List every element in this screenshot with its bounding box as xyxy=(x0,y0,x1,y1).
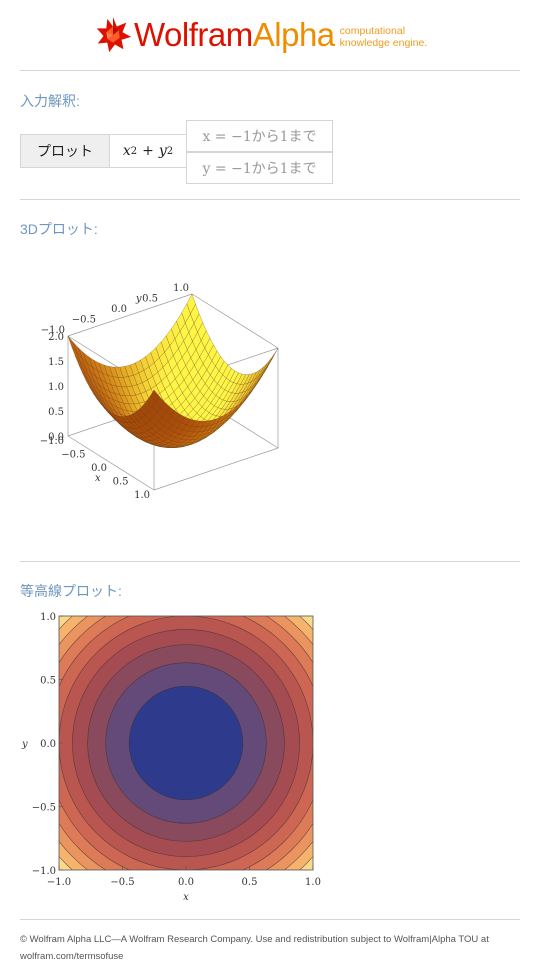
contour-ticks: −1.0 −0.5 0.0 0.5 1.0 1.0 0.5 0.0 −0.5 −1.0 x y xyxy=(21,612,321,903)
tagline-line-2: knowledge engine. xyxy=(339,37,428,49)
logo-tagline: computational knowledge engine. xyxy=(340,25,428,49)
divider xyxy=(20,70,520,71)
footer-terms-link[interactable]: wolfram.com/termsofuse xyxy=(20,951,124,962)
logo-wolfram-text: Wolfram xyxy=(134,16,253,53)
wolfram-alpha-logo[interactable]: WolframAlpha computational knowledge eng… xyxy=(94,14,427,56)
input-plot-label: プロット xyxy=(20,134,110,168)
plot3d-ticks: −1.0 −0.5 0.0 0.5 1.0 x −1.0 −0.5 0.0 0.5 1.0 y 0.0 0… xyxy=(40,283,189,501)
x-tick-label: −0.5 xyxy=(110,877,134,888)
box-edge xyxy=(191,293,279,349)
expr-y: y xyxy=(158,143,167,159)
logo-wordmark: WolframAlpha xyxy=(134,15,335,55)
contour-section-title: 等高線プロット: xyxy=(20,583,122,599)
surface-mesh xyxy=(67,293,279,448)
divider xyxy=(20,561,520,562)
box-edge xyxy=(67,435,155,491)
z-tick-label: 1.5 xyxy=(48,357,64,368)
y-tick-label: 1.0 xyxy=(173,283,189,294)
input-section-title: 入力解釈: xyxy=(20,93,80,109)
y-tick-label: −1.0 xyxy=(41,325,65,336)
logo-alpha-text: Alpha xyxy=(252,16,335,53)
box-edge xyxy=(67,293,193,337)
box-edge xyxy=(153,447,279,491)
plot3d-section-title: 3Dプロット: xyxy=(20,221,98,237)
header: WolframAlpha computational knowledge eng… xyxy=(0,0,540,70)
expr-x-exponent: 2 xyxy=(130,145,138,157)
x-tick-label: 1.0 xyxy=(305,877,321,888)
input-range-y: y = −1から1まで xyxy=(186,152,333,184)
y-tick-label: 0.5 xyxy=(142,294,158,305)
x-axis-label: x xyxy=(183,892,189,903)
z-tick-label: 1.0 xyxy=(48,382,64,393)
contour-level xyxy=(128,685,244,801)
x-tick-label: 0.5 xyxy=(113,477,129,488)
spikey-logo-icon xyxy=(96,16,132,53)
z-tick-label: 0.5 xyxy=(48,407,64,418)
x-tick-label: −1.0 xyxy=(47,877,71,888)
footer: © Wolfram Alpha LLC—A Wolfram Research C… xyxy=(20,931,520,965)
footer-copyright: © Wolfram Alpha LLC—A Wolfram Research C… xyxy=(20,934,489,945)
x-tick-label: 0.5 xyxy=(242,877,258,888)
input-range-x: x = −1から1まで xyxy=(186,120,333,152)
x-tick-label: 0.0 xyxy=(91,463,107,474)
y-tick-label: −0.5 xyxy=(32,803,56,814)
x-tick-label: −1.0 xyxy=(40,436,64,447)
expr-x: x xyxy=(122,143,131,159)
x-tick-label: 0.0 xyxy=(178,877,194,888)
y-axis-label: y xyxy=(135,294,142,305)
y-tick-label: −1.0 xyxy=(32,866,56,877)
y-tick-label: 0.5 xyxy=(40,676,56,687)
y-tick-label: 0.0 xyxy=(111,304,127,315)
y-tick-label: −0.5 xyxy=(72,315,96,326)
y-axis-label: y xyxy=(21,739,28,750)
divider xyxy=(20,919,520,920)
contour-regions xyxy=(59,616,313,870)
contour-plot[interactable]: −1.0 −0.5 0.0 0.5 1.0 1.0 0.5 0.0 −0.5 −1.0 x y xyxy=(18,604,328,904)
x-axis-label: x xyxy=(95,473,101,484)
surface-plot-3d[interactable]: −1.0 −0.5 0.0 0.5 1.0 x −1.0 −0.5 0.0 0.5 1.0 y 0.0 0… xyxy=(18,242,298,547)
y-tick-label: 0.0 xyxy=(40,739,56,750)
y-tick-label: 1.0 xyxy=(40,612,56,623)
z-tick-label: 0.0 xyxy=(48,432,64,443)
tagline-line-1: computational xyxy=(339,25,406,37)
divider xyxy=(20,199,520,200)
expr-plus: + xyxy=(142,143,154,159)
surface-patch xyxy=(150,389,160,403)
x-tick-label: 1.0 xyxy=(134,490,150,501)
z-tick-label: 2.0 xyxy=(48,332,64,343)
expr-y-exponent: 2 xyxy=(166,145,174,157)
x-tick-label: −0.5 xyxy=(61,450,85,461)
